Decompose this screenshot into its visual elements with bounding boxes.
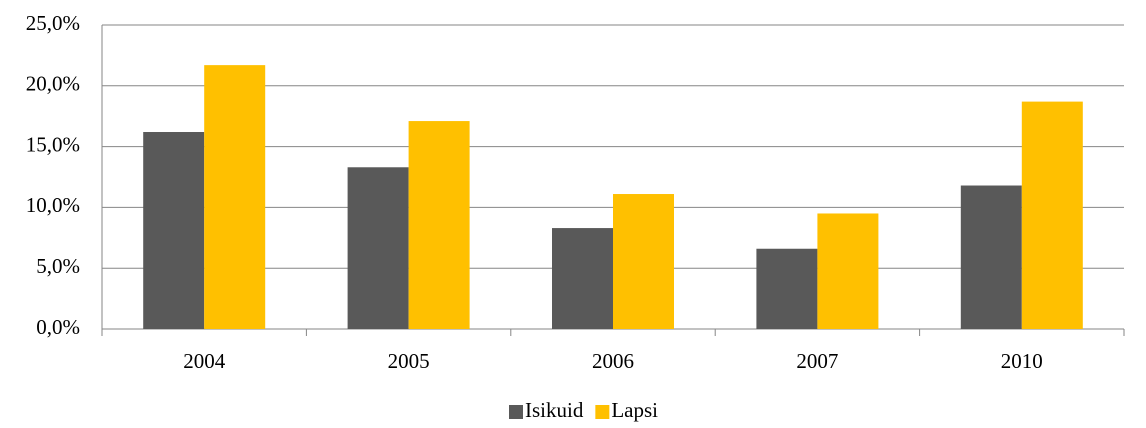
bar [552, 228, 613, 329]
bar [347, 167, 409, 329]
x-tick-label: 2006 [592, 349, 634, 373]
bar [960, 185, 1022, 329]
bar [756, 248, 818, 329]
legend-label: Lapsi [611, 398, 658, 422]
x-tick-label: 2005 [388, 349, 430, 373]
bar [1021, 101, 1083, 329]
bar [817, 213, 879, 329]
y-tick-label: 0,0% [36, 315, 80, 339]
legend-label: Isikuid [525, 398, 584, 422]
y-tick-label: 15,0% [26, 132, 80, 156]
bar [204, 65, 266, 330]
x-tick-label: 2004 [183, 349, 226, 373]
y-tick-label: 10,0% [26, 193, 80, 217]
x-tick-label: 2010 [1001, 349, 1043, 373]
legend-swatch [509, 405, 523, 419]
y-tick-label: 5,0% [36, 254, 80, 278]
bar [408, 121, 470, 330]
bar [143, 132, 205, 329]
y-tick-label: 25,0% [26, 11, 80, 35]
bar [613, 194, 674, 329]
x-tick-label: 2007 [796, 349, 838, 373]
legend-swatch [595, 405, 610, 419]
y-tick-label: 20,0% [26, 72, 80, 96]
